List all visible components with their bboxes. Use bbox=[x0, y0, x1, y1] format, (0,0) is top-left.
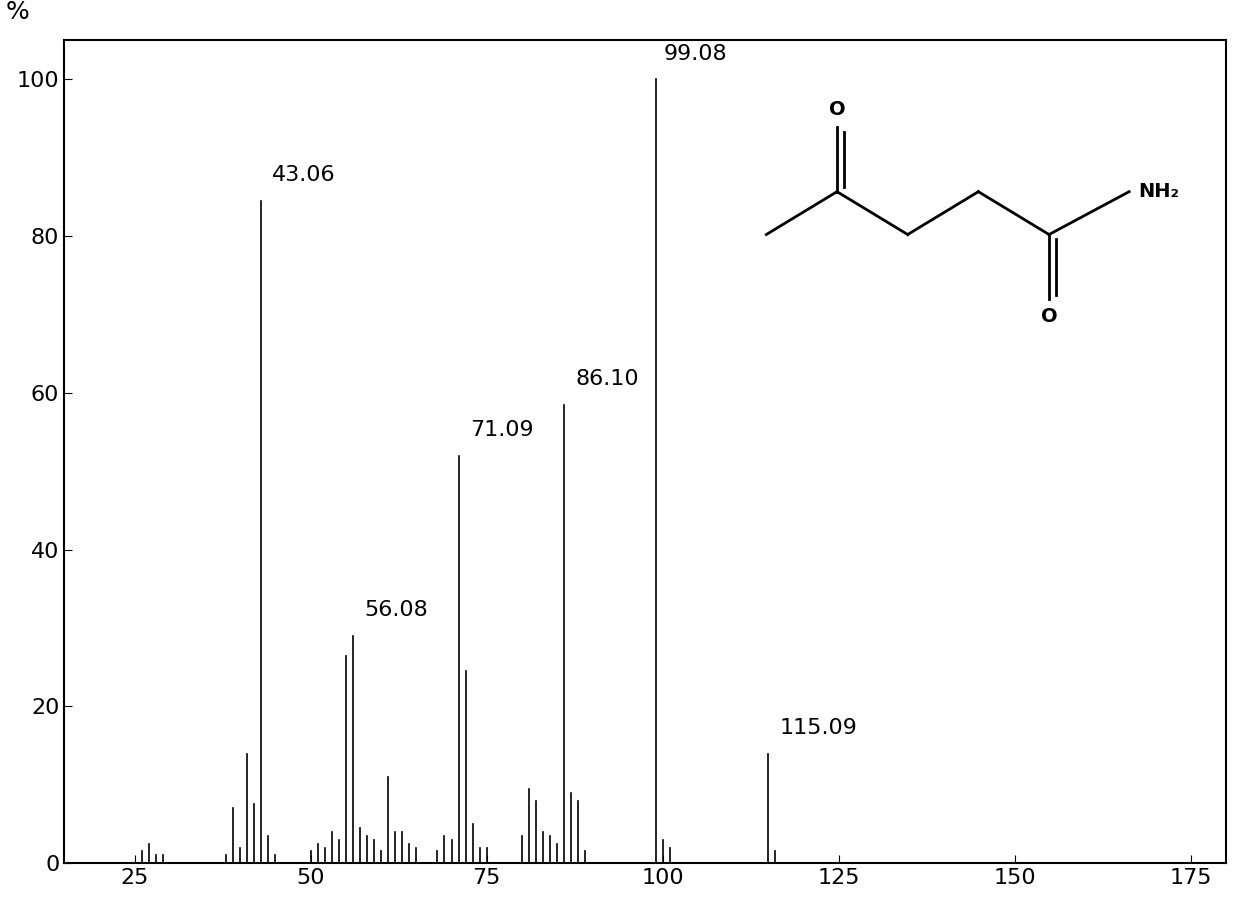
Text: O: O bbox=[1040, 308, 1058, 327]
Text: O: O bbox=[828, 100, 846, 119]
Text: 99.08: 99.08 bbox=[663, 44, 727, 64]
Text: 43.06: 43.06 bbox=[273, 165, 336, 185]
Text: NH₂: NH₂ bbox=[1138, 182, 1179, 201]
Text: 56.08: 56.08 bbox=[365, 600, 428, 621]
Text: 71.09: 71.09 bbox=[470, 420, 533, 440]
Text: 115.09: 115.09 bbox=[780, 718, 858, 738]
Y-axis label: %: % bbox=[6, 0, 30, 23]
Text: 86.10: 86.10 bbox=[575, 369, 639, 389]
